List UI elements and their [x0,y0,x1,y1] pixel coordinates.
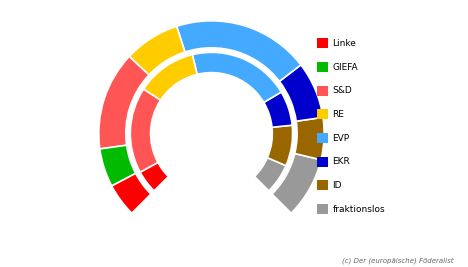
Text: fraktionslos: fraktionslos [332,205,385,214]
Text: (c) Der (europäische) Föderalist: (c) Der (europäische) Föderalist [343,258,454,264]
Bar [317,109,328,119]
Text: GIEFA: GIEFA [332,62,358,72]
Wedge shape [267,125,292,166]
Bar [317,62,328,72]
Wedge shape [279,65,323,121]
Wedge shape [130,89,161,172]
Wedge shape [99,56,149,149]
Text: RE: RE [332,110,344,119]
Wedge shape [264,92,292,127]
Bar [317,157,328,167]
Bar [317,38,328,48]
Wedge shape [144,55,197,100]
Wedge shape [129,26,185,75]
Text: S&D: S&D [332,86,352,95]
Bar [317,180,328,190]
Text: EVP: EVP [332,134,350,143]
Text: Linke: Linke [332,39,356,48]
Bar [317,204,328,214]
Wedge shape [176,21,301,81]
Wedge shape [140,163,168,191]
Text: EKR: EKR [332,157,350,166]
Text: ID: ID [332,181,342,190]
Bar [317,86,328,96]
Wedge shape [255,158,286,191]
Wedge shape [295,117,324,160]
Wedge shape [112,173,151,213]
Bar [317,133,328,143]
Wedge shape [100,145,136,186]
Wedge shape [272,154,321,213]
Wedge shape [192,52,281,103]
